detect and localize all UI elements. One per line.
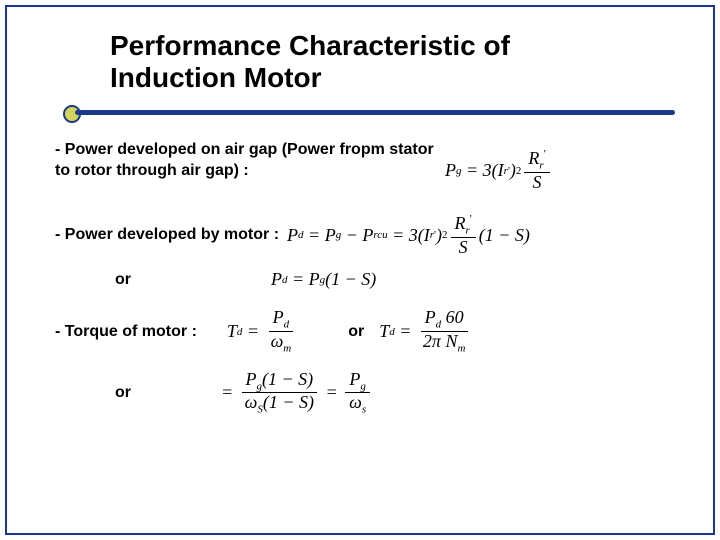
slide-border <box>5 5 715 535</box>
title-divider <box>55 102 680 122</box>
divider-line <box>75 110 675 115</box>
